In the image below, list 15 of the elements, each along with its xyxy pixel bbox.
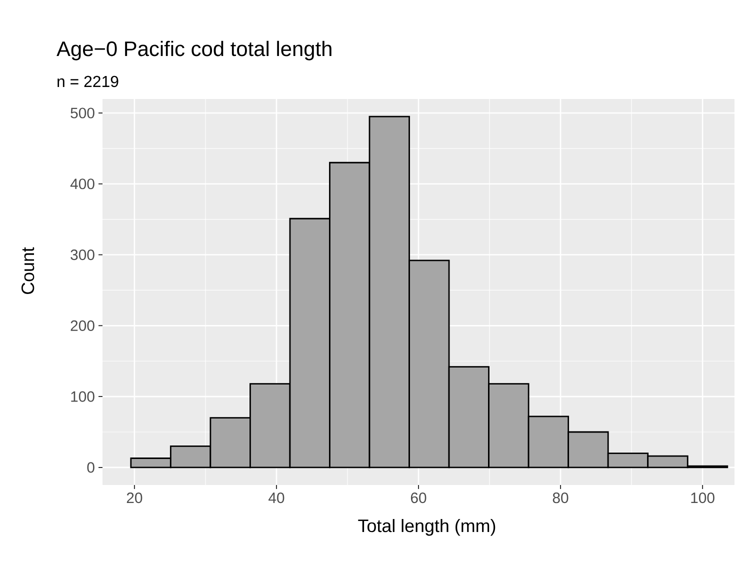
chart-subtitle: n = 2219 bbox=[58, 76, 118, 88]
x-tick-label: 20 bbox=[126, 492, 142, 504]
y-tick-label: 100 bbox=[71, 391, 94, 402]
y-tick-label: 0 bbox=[87, 462, 94, 473]
y-tick-label: 300 bbox=[70, 249, 94, 260]
y-tick-label: 500 bbox=[70, 108, 94, 118]
y-tick-label: 400 bbox=[70, 178, 94, 190]
x-tick-label: 40 bbox=[268, 492, 284, 504]
x-tick-label: 80 bbox=[552, 492, 568, 504]
x-tick-label: 100 bbox=[691, 492, 714, 504]
x-tick-label: 60 bbox=[410, 492, 426, 504]
y-tick-label: 200 bbox=[70, 320, 94, 331]
x-axis-title: Total length (mm) bbox=[358, 519, 496, 536]
chart-title: Age−0 Pacific cod total length bbox=[56, 40, 332, 60]
y-axis-title: Count bbox=[21, 247, 34, 294]
